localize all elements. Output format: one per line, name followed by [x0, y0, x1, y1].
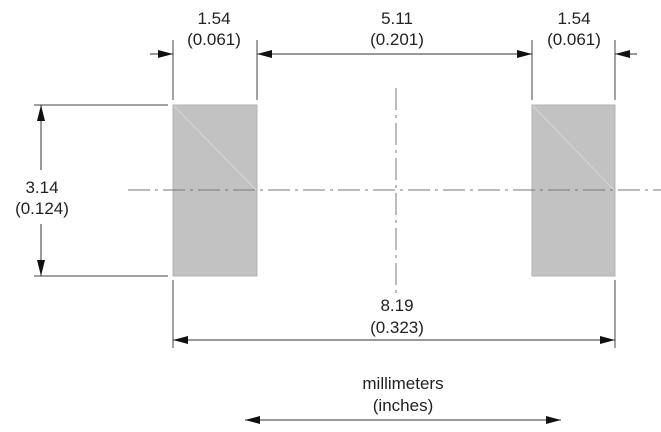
units-legend-arrow: [245, 416, 561, 424]
pad-width-mm-label: 1.54: [197, 9, 230, 28]
overall-dimension-line: [173, 336, 615, 344]
pad-gap-mm-label: 5.11: [381, 9, 413, 28]
pad-width-in-label: (0.061): [187, 30, 241, 49]
pad-height-in-label: (0.124): [15, 199, 69, 218]
height-dimension-line: [37, 105, 45, 276]
pad-width-right-mm-label: 1.54: [557, 9, 590, 28]
overall-length-in-label: (0.323): [370, 318, 424, 337]
pad-width-right-in-label: (0.061): [547, 30, 601, 49]
units-secondary-label: (inches): [373, 396, 433, 415]
top-dimension-line: [150, 50, 637, 58]
extension-lines: [34, 40, 616, 348]
units-primary-label: millimeters: [362, 374, 443, 393]
overall-length-mm-label: 8.19: [380, 296, 413, 315]
pad-height-mm-label: 3.14: [25, 178, 58, 197]
pad-gap-in-label: (0.201): [370, 30, 424, 49]
